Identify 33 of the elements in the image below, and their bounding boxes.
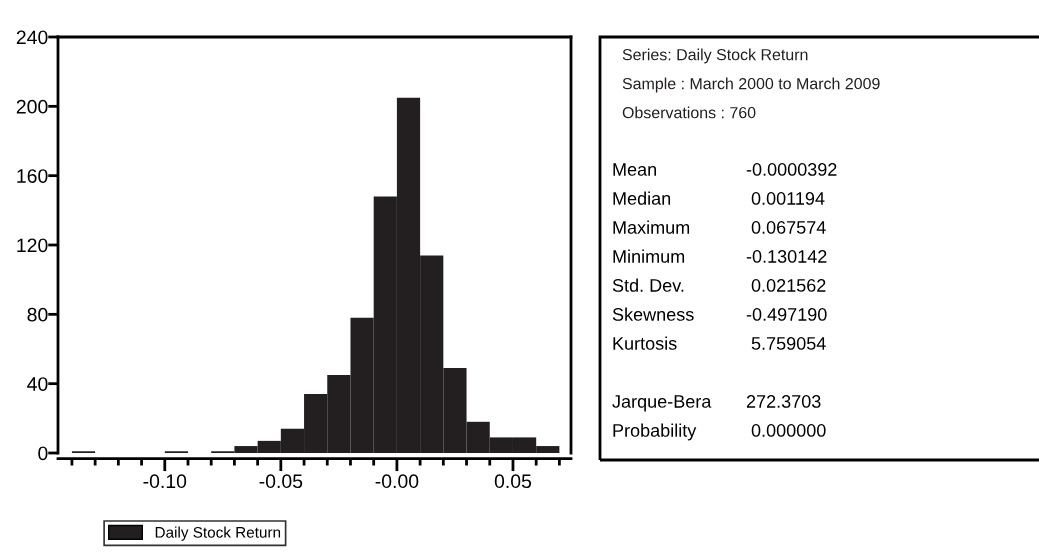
y-tick-label: 120 bbox=[17, 238, 48, 253]
x-tick-label: -0.00 bbox=[375, 474, 419, 489]
text: 0.001194 bbox=[751, 192, 825, 205]
text: -0.497190 bbox=[746, 308, 827, 321]
text: 5.759054 bbox=[751, 337, 826, 350]
text: 0.067574 bbox=[751, 221, 826, 234]
legend-label: Daily Stock Return bbox=[155, 526, 281, 541]
text: 0.021562 bbox=[751, 279, 826, 292]
text: -0.130142 bbox=[746, 250, 827, 263]
x-tick-label: -0.10 bbox=[143, 474, 187, 489]
x-tick-label: -0.05 bbox=[259, 474, 303, 489]
y-tick-label: 40 bbox=[27, 377, 48, 391]
y-tick-label: 80 bbox=[27, 307, 48, 322]
text: 0.000000 bbox=[751, 424, 826, 437]
y-tick-label: 200 bbox=[16, 99, 48, 114]
y-tick-label: 160 bbox=[17, 169, 48, 183]
x-tick-label: 0.05 bbox=[494, 474, 532, 489]
text: Probability bbox=[613, 423, 697, 441]
text: Maximum bbox=[613, 220, 690, 234]
text: Minimum bbox=[613, 249, 685, 263]
text: 272.3703 bbox=[746, 395, 821, 408]
y-tick-label: 0 bbox=[38, 446, 48, 461]
text: Std. Dev. bbox=[612, 278, 684, 292]
text: Kurtosis bbox=[613, 336, 677, 350]
text: Jarque-Bera bbox=[612, 395, 712, 412]
text: Observations : 760 bbox=[622, 106, 756, 119]
text: Mean bbox=[613, 163, 656, 176]
text: Median bbox=[613, 191, 671, 205]
text: -0.0000392 bbox=[746, 163, 837, 176]
text: Sample : March 2000 to March 2009 bbox=[622, 77, 880, 93]
text: Skewness bbox=[612, 307, 694, 321]
text: Series: Daily Stock Return bbox=[622, 48, 808, 64]
y-tick-label: 240 bbox=[16, 30, 48, 45]
